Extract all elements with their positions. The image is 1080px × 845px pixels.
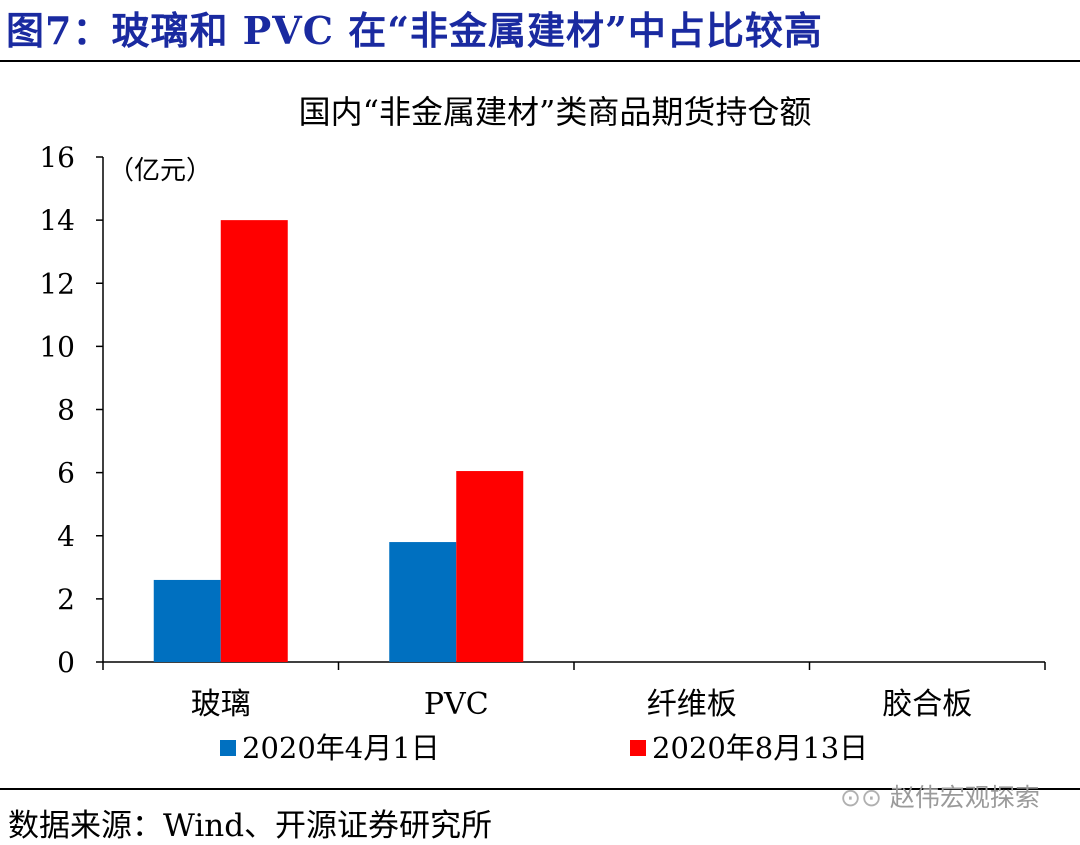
y-tick-label: 0 [57,646,75,679]
wechat-icon: ⊙⊙ [840,783,890,812]
chart: 国内“非金属建材”类商品期货持仓额 （亿元） 0 2 4 6 8 10 12 14 16 玻璃 PV… [39,93,1046,765]
watermark: ⊙⊙ 赵伟宏观探索 [840,778,1040,814]
watermark-text: 赵伟宏观探索 [889,783,1040,812]
y-tick-label: 10 [39,330,75,363]
y-tick-label: 12 [39,267,75,300]
y-tick-label: 4 [57,520,75,553]
bar [153,579,221,662]
unit-label: （亿元） [108,156,212,186]
legend-swatch [220,740,236,756]
y-tick-label: 2 [57,583,75,616]
legend-label: 2020年8月13日 [652,731,868,765]
top-rule [0,60,1080,62]
bar [456,471,524,662]
x-tick-label: PVC [424,687,489,722]
y-tick-label: 8 [57,394,75,427]
bar [389,542,457,662]
bars [153,220,524,662]
bar [220,220,288,662]
x-tick-label: 玻璃 [191,687,251,722]
y-tick-label: 14 [39,204,75,237]
chart-title: 国内“非金属建材”类商品期货持仓额 [299,93,812,131]
legend-label: 2020年4月1日 [242,731,440,765]
bottom-rule [0,788,1080,790]
y-tick-label: 6 [57,457,75,490]
legend: 2020年4月1日 2020年8月13日 [220,731,868,765]
x-tick-label: 纤维板 [647,687,737,722]
figure-title: 图7：玻璃和 PVC 在“非金属建材”中占比较高 [6,8,823,53]
y-tick-label: 16 [39,141,75,174]
x-tick-label: 胶合板 [882,687,972,722]
legend-swatch [630,740,646,756]
source-note: 数据来源：Wind、开源证券研究所 [8,808,493,844]
